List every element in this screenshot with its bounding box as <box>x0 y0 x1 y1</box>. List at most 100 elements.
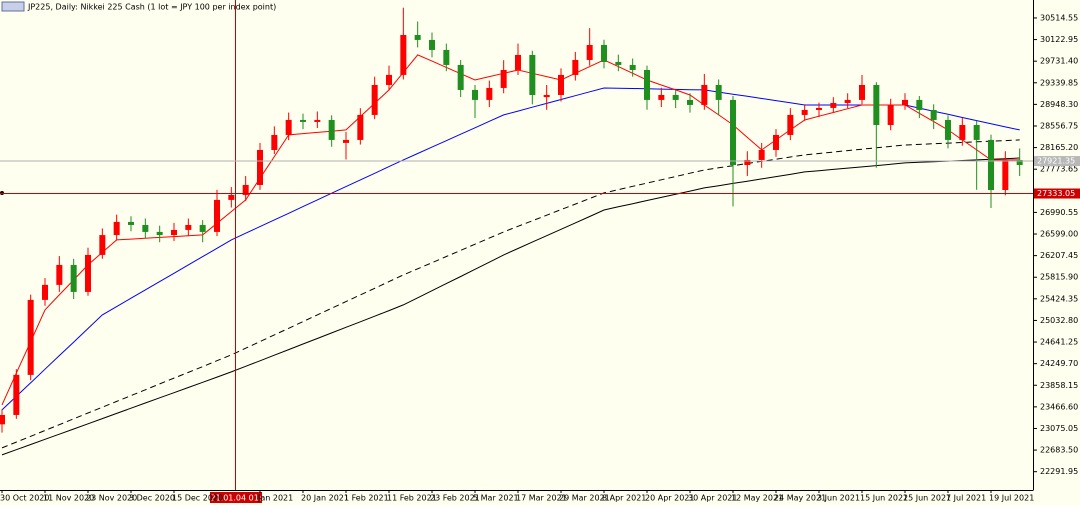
y-tick-label: 25032.80 <box>1040 316 1078 325</box>
y-tick-label: 26990.55 <box>1040 208 1078 217</box>
candle-body <box>658 94 665 100</box>
x-tick-label: 20 Apr 2021 <box>645 494 694 503</box>
candle-body <box>529 54 536 95</box>
candle-body <box>844 99 851 103</box>
x-tick-label: 12 May 2021 <box>731 494 783 503</box>
y-tick-label: 27773.65 <box>1040 165 1078 174</box>
candle-body <box>758 149 765 160</box>
crosshair-time-box <box>210 492 262 503</box>
candle-body <box>486 87 493 100</box>
candle-body <box>142 224 149 232</box>
candle-body <box>371 84 378 115</box>
x-tick-label: 23 Nov 2020 <box>86 494 137 503</box>
candle-body <box>128 221 134 225</box>
y-tick-label: 24249.70 <box>1040 359 1078 368</box>
candle-body <box>242 184 249 195</box>
candle-body <box>271 134 278 150</box>
y-tick-label: 26207.45 <box>1040 251 1078 260</box>
y-tick-label: 28948.30 <box>1040 100 1078 109</box>
x-tick-label: 15 Jun 2021 <box>860 494 908 503</box>
bid-box <box>1034 156 1080 167</box>
x-tick-label: 30 Oct 2020 <box>0 494 49 503</box>
y-tick-label: 30122.95 <box>1040 35 1078 44</box>
candle-body <box>1002 159 1009 190</box>
candle-body <box>773 134 779 150</box>
candle-body <box>887 104 894 125</box>
x-tick-label: 11 Nov 2020 <box>43 494 94 503</box>
candle-body <box>156 231 163 236</box>
candle-body <box>257 149 263 185</box>
candle-body <box>787 114 794 135</box>
candle-body <box>959 124 966 140</box>
y-tick-label: 24641.25 <box>1040 338 1078 347</box>
candle-body <box>85 254 91 292</box>
y-tick-label: 23466.60 <box>1040 402 1078 411</box>
candle-body <box>357 114 364 140</box>
crosshair-time-label: 2021.01.04 01:00 <box>200 494 271 503</box>
chart-title: JP225, Daily: Nikkei 225 Cash (1 lot = J… <box>27 3 276 12</box>
y-tick-label: 23858.15 <box>1040 381 1078 390</box>
candle-body <box>457 64 464 90</box>
x-tick-label: 5 Mar 2021 <box>473 494 519 503</box>
candle-body <box>830 102 837 108</box>
candle-body <box>386 74 392 85</box>
candle-body <box>902 99 908 105</box>
candle-body <box>543 94 550 98</box>
y-tick-label: 23075.05 <box>1040 424 1078 433</box>
y-tick-label: 30514.55 <box>1040 13 1078 22</box>
bid-label: 27921.35 <box>1037 157 1075 166</box>
candle-body <box>629 64 636 70</box>
y-tick-label: 22291.95 <box>1040 467 1078 476</box>
x-tick-label: 24 May 2021 <box>774 494 826 503</box>
candle-body <box>801 109 808 115</box>
crosshair-price-box <box>1034 188 1080 199</box>
candle-body <box>572 59 579 75</box>
x-tick-label: 25 Jun 2021 <box>903 494 951 503</box>
candle-body <box>328 119 335 140</box>
candle-body <box>343 139 349 143</box>
candle-body <box>672 94 679 100</box>
moving-average-line <box>1 54 1020 406</box>
crosshair-price-label: 27333.05 <box>1037 189 1075 198</box>
candle-body <box>644 69 650 100</box>
candle-body <box>27 299 34 375</box>
candle-body <box>199 224 206 232</box>
candle-body <box>214 199 220 232</box>
candle-body <box>300 119 306 122</box>
candle-body <box>70 264 77 292</box>
candle-body <box>916 99 923 110</box>
candle-body <box>56 264 63 285</box>
candle-body <box>500 69 507 88</box>
y-tick-label: 29339.85 <box>1040 78 1078 87</box>
x-tick-label: 3 Dec 2020 <box>129 494 175 503</box>
candle-body <box>171 229 177 236</box>
candle-body <box>988 139 994 190</box>
x-tick-label: 19 Jul 2021 <box>989 494 1034 503</box>
y-tick-label: 25424.35 <box>1040 294 1078 303</box>
x-tick-label: 7 Jul 2021 <box>946 494 986 503</box>
candle-body <box>113 221 120 236</box>
candle-body <box>859 84 865 100</box>
candle-body <box>730 99 736 165</box>
x-tick-label: 15 Dec 2020 <box>172 494 223 503</box>
candle-body <box>0 414 5 425</box>
x-tick-label: 29 Mar 2021 <box>559 494 610 503</box>
candle-body <box>13 374 20 415</box>
x-tick-label: 11 Feb 2021 <box>387 494 437 503</box>
y-tick-label: 28165.20 <box>1040 143 1078 152</box>
candle-body <box>973 124 980 140</box>
candle-body <box>285 119 292 135</box>
candle-body <box>558 74 564 95</box>
candle-body <box>615 61 622 65</box>
symbol-icon <box>1 1 25 12</box>
candle-body <box>429 39 435 50</box>
candle-body <box>945 119 951 140</box>
candle-body <box>414 34 421 40</box>
x-tick-label: 30 Apr 2021 <box>688 494 737 503</box>
candle-body <box>715 84 722 100</box>
candle-body <box>687 99 693 105</box>
candle-body <box>42 284 48 300</box>
x-tick-label: 23 Feb 2021 <box>430 494 480 503</box>
y-tick-label: 28556.75 <box>1040 121 1078 130</box>
